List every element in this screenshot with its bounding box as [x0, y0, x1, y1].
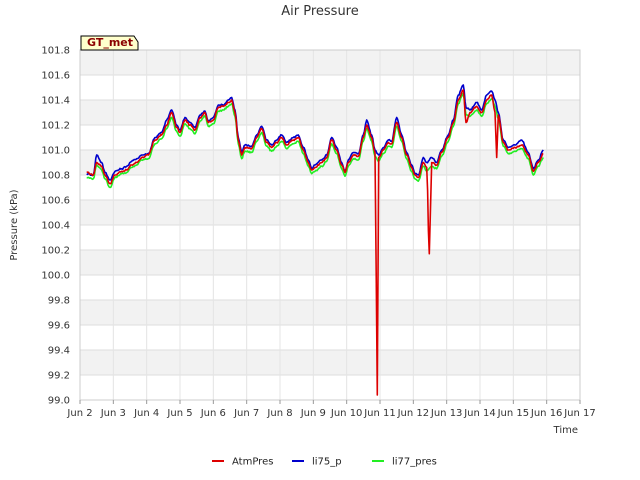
x-axis-ticks: Jun 2 Jun 3 Jun 4 Jun 5 Jun 6 Jun 7 Jun 8 Jun 9… — [66, 400, 596, 419]
grid-band — [80, 275, 580, 300]
y-tick-label: 101.4 — [41, 96, 70, 107]
grid-band — [80, 150, 580, 175]
x-tick-label: Jun 17 — [563, 408, 596, 419]
y-tick-label: 99.8 — [48, 296, 70, 307]
grid-band — [80, 175, 580, 200]
y-tick-label: 101.0 — [41, 146, 70, 157]
x-tick-label: Jun 15 — [497, 408, 530, 419]
legend-label: li75_p — [312, 457, 342, 468]
y-tick-label: 100.2 — [41, 246, 70, 257]
y-axis-title: Pressure (kPa) — [9, 189, 20, 260]
x-tick-label: Jun 4 — [133, 408, 159, 419]
y-tick-label: 101.8 — [41, 46, 70, 57]
grid-band — [80, 250, 580, 275]
grid-band — [80, 75, 580, 100]
y-tick-label: 99.4 — [48, 346, 70, 357]
plot-frame — [79, 49, 581, 401]
x-axis-title: Time — [553, 425, 578, 436]
grid-band — [80, 375, 580, 400]
y-tick-label: 101.2 — [41, 121, 70, 132]
y-axis-ticks: 99.0 99.2 99.4 99.6 99.8 100.0 100.2 100.4 100.6… — [41, 46, 70, 407]
x-tick-label: Jun 2 — [66, 408, 92, 419]
grid-band — [80, 325, 580, 350]
y-tick-label: 99.2 — [48, 371, 70, 382]
series-lines — [86, 84, 544, 396]
x-tick-label: Jun 13 — [430, 408, 463, 419]
x-tick-label: Jun 10 — [330, 408, 363, 419]
x-tick-label: Jun 11 — [363, 408, 396, 419]
chart-title: Air Pressure — [281, 4, 359, 19]
y-tick-label: 100.0 — [41, 271, 70, 282]
site-label-box: GT_met — [80, 35, 139, 51]
grid-band — [80, 50, 580, 75]
site-label: GT_met — [87, 36, 133, 49]
y-tick-label: 101.6 — [41, 71, 70, 82]
site-label-background — [80, 35, 139, 51]
x-tick-label: Jun 7 — [233, 408, 259, 419]
x-tick-label: Jun 9 — [300, 408, 326, 419]
x-tick-label: Jun 16 — [530, 408, 563, 419]
x-tick-label: Jun 8 — [266, 408, 292, 419]
series-line-li75-p — [86, 84, 544, 181]
background-bands — [80, 50, 580, 400]
grid-band — [80, 300, 580, 325]
grid-band — [80, 350, 580, 375]
grid-band — [80, 225, 580, 250]
grid-band — [80, 200, 580, 225]
y-tick-label: 100.4 — [41, 221, 70, 232]
legend-label: li77_pres — [392, 457, 437, 468]
y-tick-label: 100.8 — [41, 171, 70, 182]
x-tick-label: Jun 5 — [166, 408, 192, 419]
x-tick-label: Jun 12 — [397, 408, 430, 419]
y-tick-label: 100.6 — [41, 196, 70, 207]
legend-label: AtmPres — [232, 457, 273, 468]
y-tick-label: 99.0 — [48, 396, 70, 407]
grid-band — [80, 100, 580, 125]
legend: AtmPres li75_p li77_pres — [212, 457, 437, 468]
y-tick-label: 99.6 — [48, 321, 70, 332]
x-tick-label: Jun 14 — [463, 408, 496, 419]
series-line-atmpres — [86, 89, 544, 396]
x-tick-label: Jun 6 — [200, 408, 226, 419]
x-tick-label: Jun 3 — [100, 408, 126, 419]
